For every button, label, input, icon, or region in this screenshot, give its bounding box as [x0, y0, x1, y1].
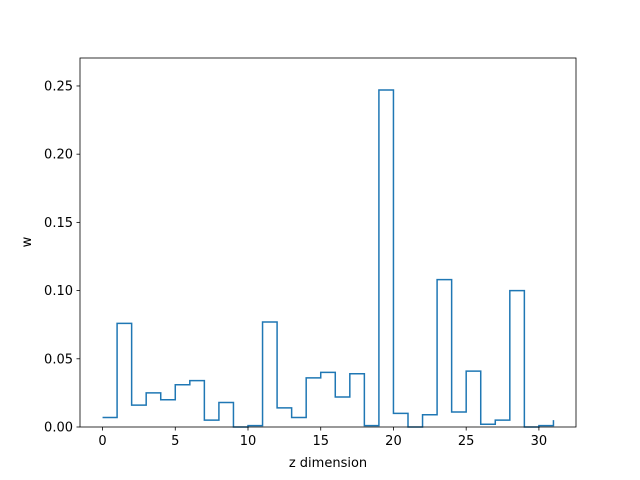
x-axis-ticks: 0 5 10 15 20 25 30 — [98, 427, 547, 449]
y-tick-label: 0.20 — [44, 148, 73, 163]
y-tick-label: 0.10 — [44, 284, 73, 299]
x-tick-label: 5 — [171, 434, 179, 449]
x-tick-label: 0 — [98, 434, 106, 449]
x-tick-label: 20 — [385, 434, 402, 449]
axes-frame — [79, 57, 577, 428]
plot-area — [102, 89, 555, 428]
y-tick-label: 0.00 — [44, 421, 73, 436]
x-tick-label: 10 — [240, 434, 257, 449]
y-tick-label: 0.25 — [44, 79, 73, 94]
y-axis-ticks: 0.00 0.05 0.10 0.15 0.20 0.25 — [44, 79, 80, 436]
y-tick-label: 0.05 — [44, 352, 73, 367]
x-tick-label: 15 — [312, 434, 329, 449]
y-axis-label: w — [20, 236, 35, 247]
x-tick-label: 25 — [458, 434, 475, 449]
y-tick-label: 0.15 — [44, 216, 73, 231]
x-tick-label: 30 — [531, 434, 548, 449]
x-axis-label: z dimension — [289, 456, 367, 471]
step-series-line — [102, 89, 555, 428]
